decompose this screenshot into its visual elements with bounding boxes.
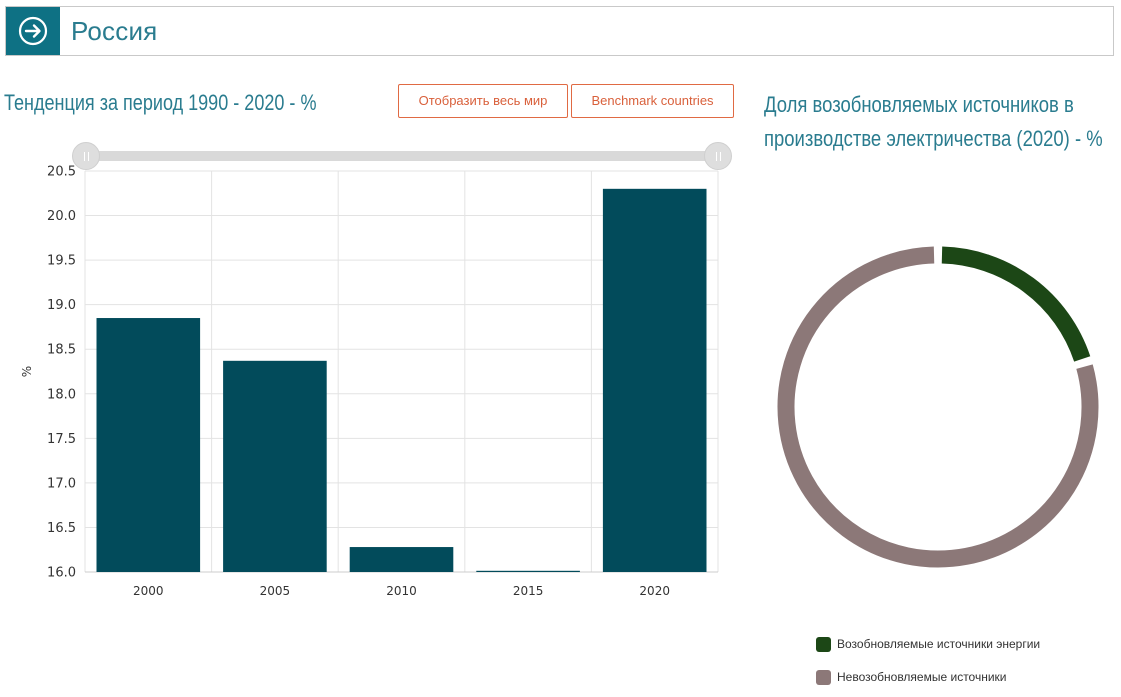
x-tick-label: 2000	[133, 584, 164, 598]
y-tick-label: 19.0	[47, 298, 76, 313]
bar-2015	[476, 570, 580, 572]
x-tick-label: 2015	[513, 584, 544, 598]
y-tick-label: 16.5	[47, 521, 76, 536]
legend-label-nonrenewable: Невозобновляемые источники	[837, 670, 1007, 684]
trend-bar-chart: 16.0 16.5 17.0 17.5 18.0 18.5 19.0 19.5 20.0 20.5…	[20, 165, 719, 598]
legend-swatch-nonrenewable	[816, 670, 831, 685]
show-world-button[interactable]: Отобразить весь мир	[398, 84, 568, 118]
period-range-slider[interactable]	[72, 142, 732, 170]
donut-slice-nonrenewable	[777, 246, 1099, 568]
y-tick-label: 19.5	[47, 254, 76, 269]
country-title: Россия	[71, 16, 158, 46]
renewables-donut-chart	[777, 246, 1099, 568]
bar-2000	[96, 318, 201, 572]
x-tick-label: 2010	[386, 584, 417, 598]
renewables-chart-title: Доля возобновляемых источников в произво…	[764, 92, 1103, 151]
bar-2010	[349, 547, 454, 572]
legend-swatch-renewable	[816, 637, 831, 652]
y-axis-label: %	[20, 366, 34, 377]
bar-2005	[223, 360, 327, 572]
arrow-circle-right-icon	[18, 16, 48, 46]
header-icon-button[interactable]	[6, 7, 60, 55]
bar-2020	[602, 188, 707, 573]
slider-track[interactable]	[86, 151, 718, 161]
donut-slice-renewable	[941, 246, 1091, 362]
benchmark-countries-button[interactable]: Benchmark countries	[571, 84, 734, 118]
trend-chart-title: Тенденция за период 1990 - 2020 - %	[4, 90, 317, 115]
y-tick-label: 20.5	[47, 165, 76, 180]
legend-label-renewable: Возобновляемые источники энергии	[837, 637, 1041, 651]
slider-handle-end[interactable]	[704, 142, 732, 170]
country-header: Россия	[5, 6, 1114, 56]
y-tick-label: 16.0	[47, 566, 76, 581]
y-tick-label: 18.0	[47, 387, 76, 402]
slider-handle-start[interactable]	[72, 142, 100, 170]
x-tick-label: 2020	[639, 584, 670, 598]
y-tick-label: 18.5	[47, 343, 76, 358]
y-tick-label: 17.0	[47, 476, 76, 491]
y-tick-label: 20.0	[47, 209, 76, 224]
y-tick-label: 17.5	[47, 432, 76, 447]
x-tick-label: 2005	[260, 584, 291, 598]
